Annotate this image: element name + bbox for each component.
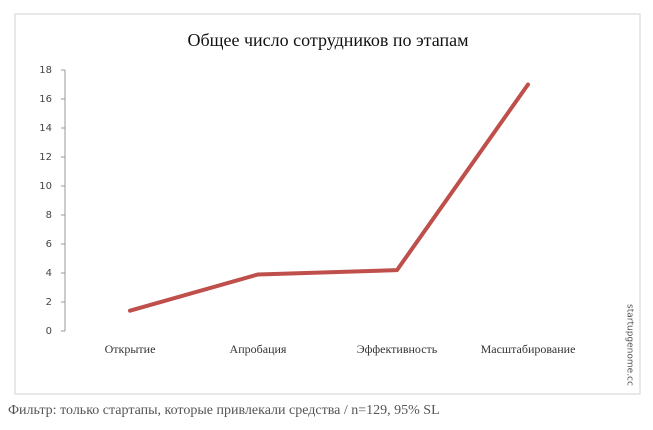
- x-tick-label: Открытие: [105, 342, 156, 356]
- chart-title: Общее число сотрудников по этапам: [187, 30, 468, 50]
- x-tick-label: Апробация: [230, 342, 287, 356]
- y-tick-label: 14: [39, 123, 52, 134]
- y-tick-label: 8: [46, 210, 52, 221]
- y-tick-label: 10: [39, 181, 52, 192]
- y-tick-label: 16: [39, 94, 52, 105]
- x-tick-label: Эффективность: [357, 342, 438, 356]
- y-tick-label: 12: [39, 152, 52, 163]
- data-line: [128, 82, 530, 313]
- chart-frame: [14, 13, 641, 395]
- footer-note: Фильтр: только стартапы, которые привлек…: [8, 403, 440, 418]
- y-tick-label: 6: [46, 239, 52, 250]
- y-tick-label: 0: [46, 326, 52, 337]
- y-tick-label: 2: [46, 297, 52, 308]
- source-label: startupgenome.cc: [625, 304, 635, 386]
- y-tick-label: 4: [46, 268, 52, 279]
- y-tick-label: 18: [39, 65, 52, 76]
- x-tick-label: Масштабирование: [481, 342, 576, 356]
